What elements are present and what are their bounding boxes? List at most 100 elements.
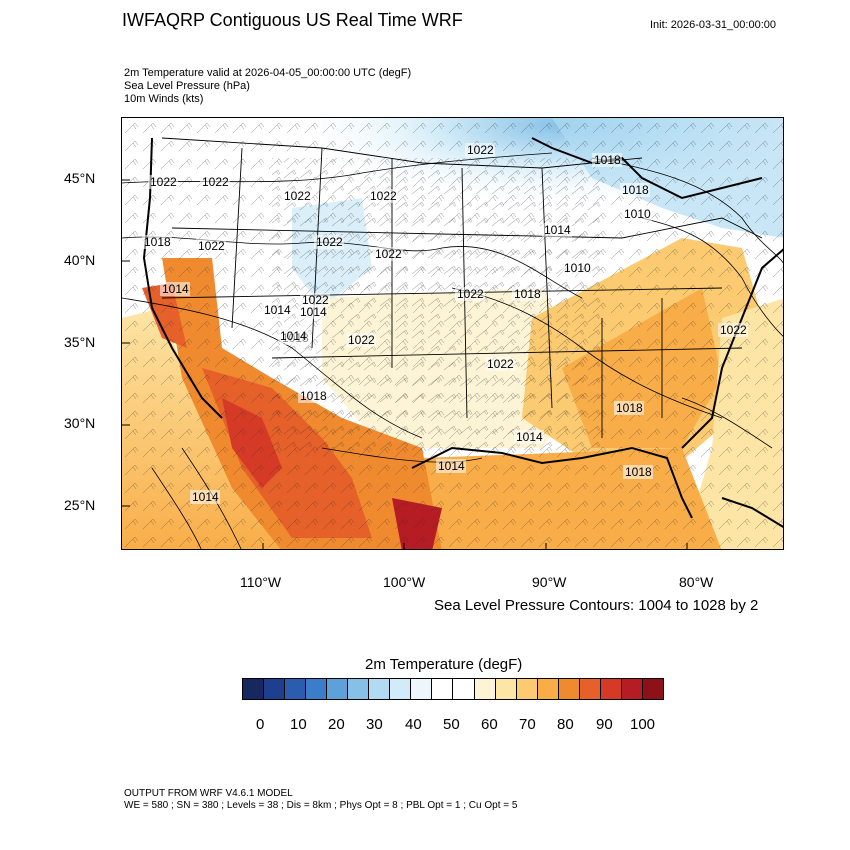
isobar-label-bg xyxy=(196,239,226,253)
isobar-label: 1014 xyxy=(300,305,327,319)
isobar-label-bg xyxy=(562,261,592,275)
isobar-labels: 1022 1022 1022 1022 1018 1022 1022 1022 1022 1018… xyxy=(142,143,748,504)
isobar-label-bg xyxy=(298,305,328,319)
isobar-label-bg xyxy=(373,247,403,261)
isobar-label: 1014 xyxy=(192,490,219,504)
colorbar-label-40: 40 xyxy=(405,716,422,733)
isobar-label: 1022 xyxy=(375,247,402,261)
isobar-label-bg xyxy=(620,183,650,197)
isobar-label-bg xyxy=(278,329,308,343)
colorbar-swatch xyxy=(516,679,538,699)
isobar-label: 1014 xyxy=(264,303,291,317)
colorbar-swatch xyxy=(600,679,622,699)
isobar-label-bg xyxy=(298,389,328,403)
isobar-label-bg xyxy=(622,207,652,221)
isobar-label: 1014 xyxy=(544,223,571,237)
isobar-label: 1018 xyxy=(514,287,541,301)
colorbar-label-70: 70 xyxy=(519,716,536,733)
isobar-label: 1022 xyxy=(202,175,229,189)
colorbar-swatch xyxy=(369,679,391,699)
lat-label-30: 30°N xyxy=(64,415,96,431)
footer-model: OUTPUT FROM WRF V4.6.1 MODEL xyxy=(124,788,293,799)
isobar-label-bg xyxy=(592,153,622,167)
isobar-label: 1022 xyxy=(150,175,177,189)
colorbar-label-30: 30 xyxy=(366,716,383,733)
colorbar-swatch xyxy=(537,679,559,699)
colorbar-swatch xyxy=(432,679,454,699)
isobar-label-bg xyxy=(300,293,330,307)
isobar-label: 1022 xyxy=(720,323,747,337)
isobar-label: 1018 xyxy=(300,389,327,403)
colorbar-label-80: 80 xyxy=(557,716,574,733)
isobar-label-bg xyxy=(262,303,292,317)
colorbar-label-100: 100 xyxy=(630,716,656,733)
colorbar-swatch xyxy=(243,679,265,699)
colorbar-label-20: 20 xyxy=(328,716,345,733)
isobar-label-bg xyxy=(465,143,495,157)
colorbar-swatch xyxy=(411,679,433,699)
lat-label-25: 25°N xyxy=(64,497,96,513)
colorbar-swatch xyxy=(579,679,601,699)
lon-label-90: 90°W xyxy=(532,574,567,590)
colorbar-swatch xyxy=(558,679,580,699)
isobar-label: 1022 xyxy=(487,357,514,371)
field-winds-label: 10m Winds (kts) xyxy=(124,93,204,105)
isobar-label-bg xyxy=(200,175,230,189)
colorbar-swatch xyxy=(495,679,517,699)
colorbar-swatch xyxy=(285,679,307,699)
isobar-label: 1022 xyxy=(370,189,397,203)
colorbar-label-60: 60 xyxy=(481,716,498,733)
colorbar-swatch xyxy=(453,679,475,699)
isobar-label: 1014 xyxy=(162,282,189,296)
colorbar-label-10: 10 xyxy=(290,716,307,733)
isobar-label-bg xyxy=(718,323,748,337)
isobar-label-bg xyxy=(542,223,572,237)
isobar-label: 1022 xyxy=(302,293,329,307)
isobar-label-bg xyxy=(512,287,542,301)
lat-label-45: 45°N xyxy=(64,170,96,186)
isobar-label-bg xyxy=(514,430,544,444)
colorbar-swatch xyxy=(642,679,663,699)
isobar-label-bg xyxy=(614,401,644,415)
lat-label-40: 40°N xyxy=(64,252,96,268)
isobar-label: 1018 xyxy=(616,401,643,415)
isobar-label-bg xyxy=(142,235,172,249)
isobar-label-bg xyxy=(485,357,515,371)
isobar-label-bg xyxy=(190,490,220,504)
isobar-label-bg xyxy=(346,333,376,347)
isobar-label: 1010 xyxy=(624,207,651,221)
isobar-label: 1022 xyxy=(467,143,494,157)
lon-label-100: 100°W xyxy=(383,574,426,590)
map-ticks xyxy=(122,179,688,549)
isobar-label: 1022 xyxy=(348,333,375,347)
isobar-label: 1018 xyxy=(594,153,621,167)
isobar-label: 1022 xyxy=(457,287,484,301)
isobar-label-bg xyxy=(314,235,344,249)
isobar-label-bg xyxy=(148,175,178,189)
colorbar-swatch xyxy=(621,679,643,699)
field-temperature-label: 2m Temperature valid at 2026-04-05_00:00… xyxy=(124,67,412,79)
map-svg: 1022 1022 1022 1022 1018 1022 1022 1022 1022 1018… xyxy=(122,118,783,549)
isobar-label: 1018 xyxy=(622,183,649,197)
isobar-label: 1022 xyxy=(198,239,225,253)
lon-label-80: 80°W xyxy=(679,574,714,590)
colorbar-swatch xyxy=(264,679,286,699)
colorbar-swatch xyxy=(474,679,496,699)
init-time: Init: 2026-03-31_00:00:00 xyxy=(650,19,776,31)
isobar-label-bg xyxy=(160,282,190,296)
colorbar-label-50: 50 xyxy=(443,716,460,733)
isobar-label-bg xyxy=(436,459,466,473)
contour-note: Sea Level Pressure Contours: 1004 to 102… xyxy=(434,597,759,614)
colorbar-label-90: 90 xyxy=(596,716,613,733)
colorbar-label-0: 0 xyxy=(256,716,265,733)
coastlines xyxy=(142,137,783,528)
isobar-label: 1022 xyxy=(284,189,311,203)
isobar-label-bg xyxy=(455,287,485,301)
isobar-label-bg xyxy=(368,189,398,203)
isobar-label: 1014 xyxy=(516,430,543,444)
colorbar-swatch xyxy=(390,679,412,699)
colorbar-swatch xyxy=(327,679,349,699)
colorbar-swatch xyxy=(306,679,328,699)
lon-label-110: 110°W xyxy=(240,574,282,590)
isobar-label: 1018 xyxy=(625,465,652,479)
